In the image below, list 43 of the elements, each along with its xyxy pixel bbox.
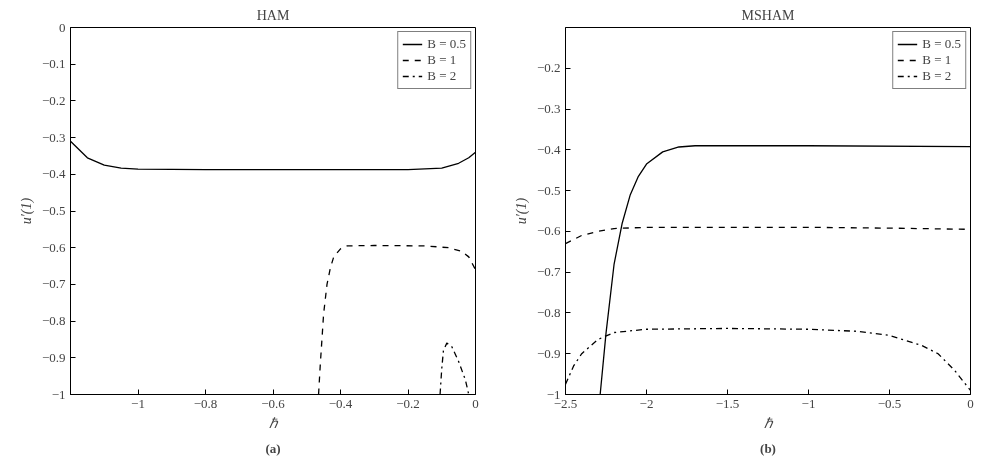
y-tick-label: −0.6 [536, 223, 561, 239]
y-tick-label: −0.5 [41, 203, 66, 218]
legend-label: B = 2 [427, 68, 457, 84]
x-tick-label: −0.4 [328, 395, 353, 411]
x-tick-label: −1 [801, 395, 816, 411]
legend-label: B = 0.5 [427, 36, 466, 52]
y-tick-label: −0.9 [536, 345, 561, 361]
x-axis-title: ℏ [268, 415, 279, 431]
chart-title: HAM [256, 7, 290, 23]
text: (b) [760, 440, 776, 456]
y-tick-label: −0.9 [41, 349, 66, 365]
y-tick-label: −0.3 [41, 129, 66, 145]
y-tick-label: −0.8 [536, 304, 561, 320]
y-tick-label: −0.4 [536, 141, 561, 157]
y-tick-label: −0.2 [536, 60, 561, 76]
y-tick-label: −0.2 [41, 92, 66, 108]
x-tick-label: 0 [967, 395, 974, 411]
legend-label: B = 2 [922, 68, 952, 84]
y-tick-label: −0.6 [41, 239, 66, 255]
legend-label: B = 1 [922, 52, 952, 68]
legend-label: B = 1 [427, 52, 457, 68]
text: (a) [265, 440, 281, 456]
y-tick-label: −0.7 [41, 276, 66, 292]
x-tick-label: −2 [639, 395, 654, 411]
y-axis-title: u′(1) [513, 197, 530, 225]
y-tick-label: −0.8 [41, 313, 66, 329]
x-tick-label: −0.8 [193, 395, 218, 411]
x-axis-title: ℏ [763, 415, 774, 431]
y-tick-label: −0.3 [536, 101, 561, 117]
x-tick-label: −1 [131, 395, 145, 411]
x-tick-label: −1.5 [715, 395, 740, 411]
y-tick-label: −0.7 [536, 264, 561, 280]
y-tick-label: −0.5 [536, 182, 561, 198]
x-tick-label: −0.6 [261, 395, 286, 411]
chart-title: MSHAM [741, 7, 795, 23]
legend-label: B = 0.5 [922, 36, 961, 52]
y-tick-label: −0.4 [41, 166, 66, 182]
x-tick-label: 0 [472, 395, 479, 411]
x-tick-label: −0.2 [396, 395, 420, 411]
y-tick-label: 0 [59, 19, 66, 35]
y-tick-label: −0.1 [41, 56, 66, 72]
y-axis-title: u′(1) [18, 197, 35, 225]
x-tick-label: −0.5 [877, 395, 902, 411]
